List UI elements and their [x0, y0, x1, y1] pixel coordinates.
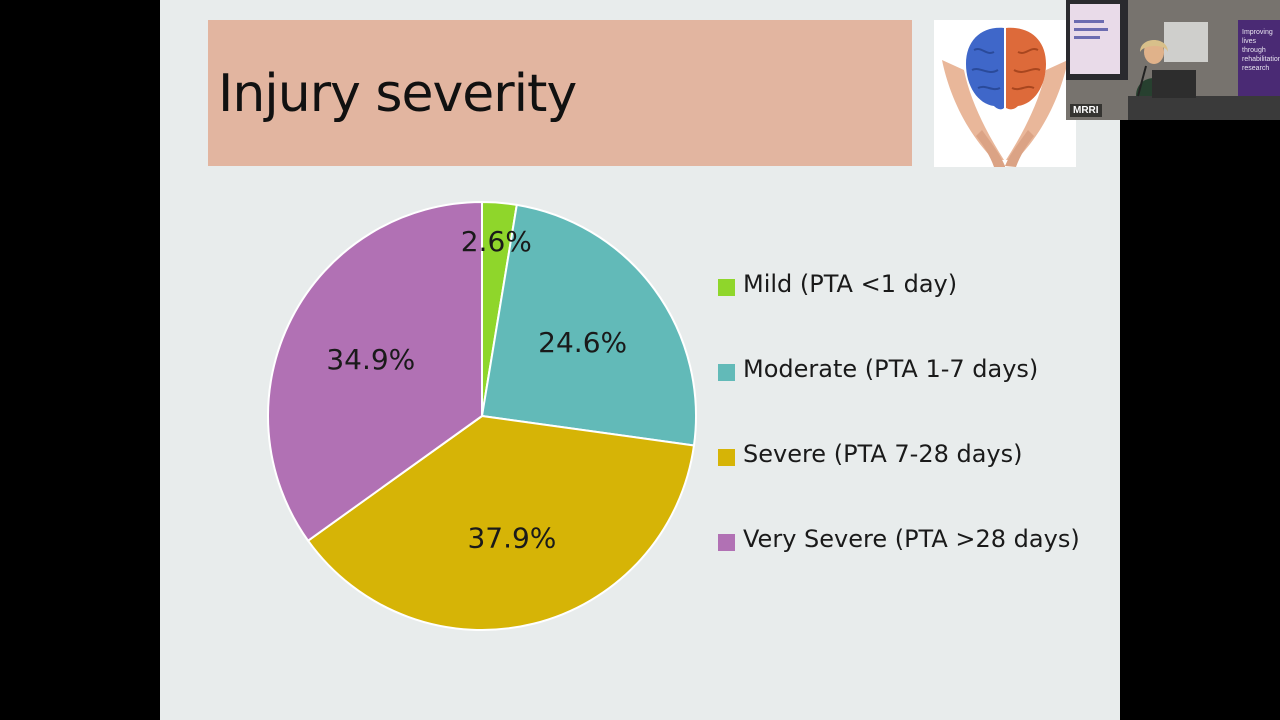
pie-chart: 2.6% 24.6% 37.9% 34.9% [267, 200, 697, 631]
legend-swatch-severe [718, 449, 735, 466]
legend-label-very-severe: Very Severe (PTA >28 days) [743, 525, 1080, 553]
pie-slice-very-severe [267, 200, 483, 543]
title-box: Injury severity [208, 20, 912, 166]
video-banner-text: Improving lives through rehabilitation r… [1242, 29, 1280, 72]
pie-slice-severe [306, 414, 696, 631]
chart-legend: Mild (PTA <1 day) Moderate (PTA 1-7 days… [718, 262, 1118, 602]
pie-label-very-severe: 34.9% [326, 343, 415, 376]
slide-title: Injury severity [218, 64, 577, 124]
legend-swatch-very-severe [718, 534, 735, 551]
legend-swatch-moderate [718, 364, 735, 381]
legend-swatch-mild [718, 279, 735, 296]
legend-label-severe: Severe (PTA 7-28 days) [743, 440, 1023, 468]
brain-in-hands-image [934, 20, 1076, 167]
video-participant-label: MRRI [1070, 104, 1102, 117]
pie-slice-moderate [480, 203, 697, 447]
legend-label-mild: Mild (PTA <1 day) [743, 270, 958, 298]
pie-label-severe: 37.9% [467, 521, 556, 554]
legend-item-moderate: Moderate (PTA 1-7 days) [718, 347, 1118, 432]
pie-label-moderate: 24.6% [538, 326, 627, 359]
legend-item-mild: Mild (PTA <1 day) [718, 262, 1118, 347]
legend-label-moderate: Moderate (PTA 1-7 days) [743, 355, 1039, 383]
pie-label-mild: 2.6% [461, 225, 532, 258]
presenter-video-thumbnail[interactable]: Improving lives through rehabilitation r… [1066, 0, 1280, 120]
slide: Injury severity 2.6% 24.6% 37.9% 34.9% Mild… [160, 0, 1120, 720]
legend-item-severe: Severe (PTA 7-28 days) [718, 432, 1118, 517]
legend-item-very-severe: Very Severe (PTA >28 days) [718, 517, 1118, 602]
